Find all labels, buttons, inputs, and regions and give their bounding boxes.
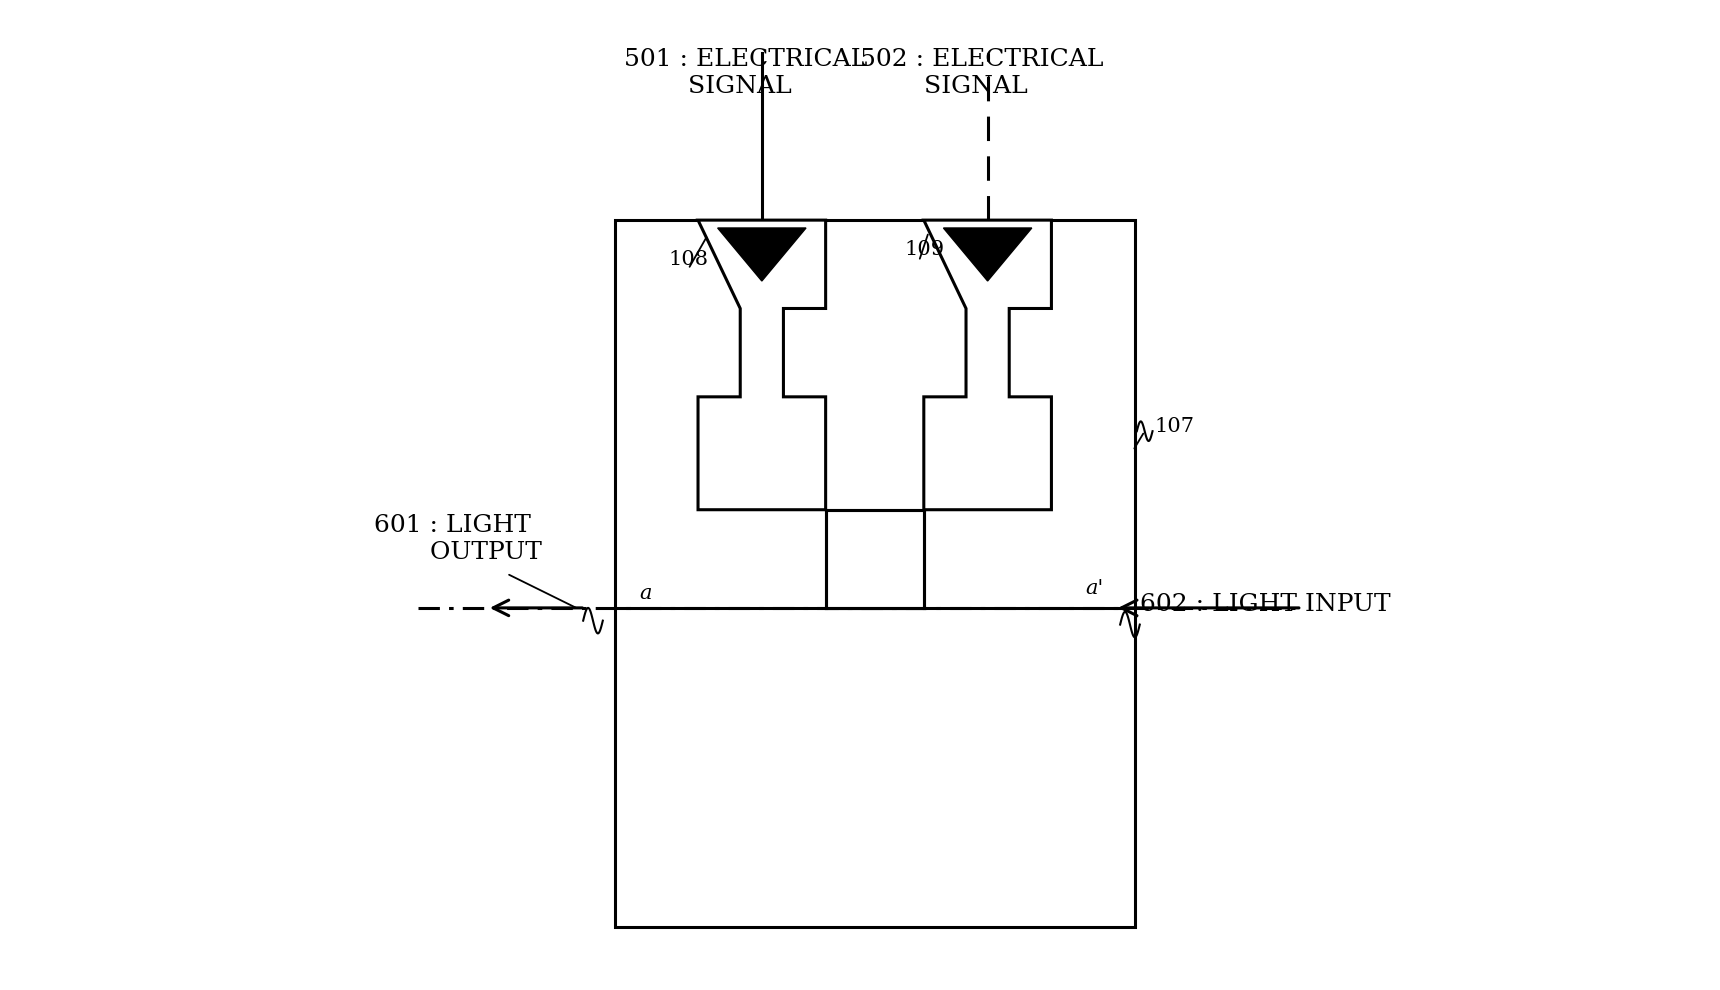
Text: 501 : ELECTRICAL
        SIGNAL: 501 : ELECTRICAL SIGNAL xyxy=(624,49,869,98)
Text: a': a' xyxy=(1085,579,1104,598)
Bar xyxy=(826,510,924,608)
Text: 601 : LIGHT
       OUTPUT: 601 : LIGHT OUTPUT xyxy=(373,515,542,564)
Polygon shape xyxy=(944,228,1032,281)
Text: 602 : LIGHT INPUT: 602 : LIGHT INPUT xyxy=(1140,593,1390,617)
Text: 107: 107 xyxy=(1154,417,1194,436)
Text: 502 : ELECTRICAL
        SIGNAL: 502 : ELECTRICAL SIGNAL xyxy=(860,49,1104,98)
Text: a: a xyxy=(640,584,652,603)
Text: 109: 109 xyxy=(905,241,944,259)
Polygon shape xyxy=(698,220,826,510)
Text: 108: 108 xyxy=(669,249,709,269)
Polygon shape xyxy=(717,228,807,281)
Polygon shape xyxy=(924,220,1051,510)
Bar xyxy=(614,220,1135,927)
